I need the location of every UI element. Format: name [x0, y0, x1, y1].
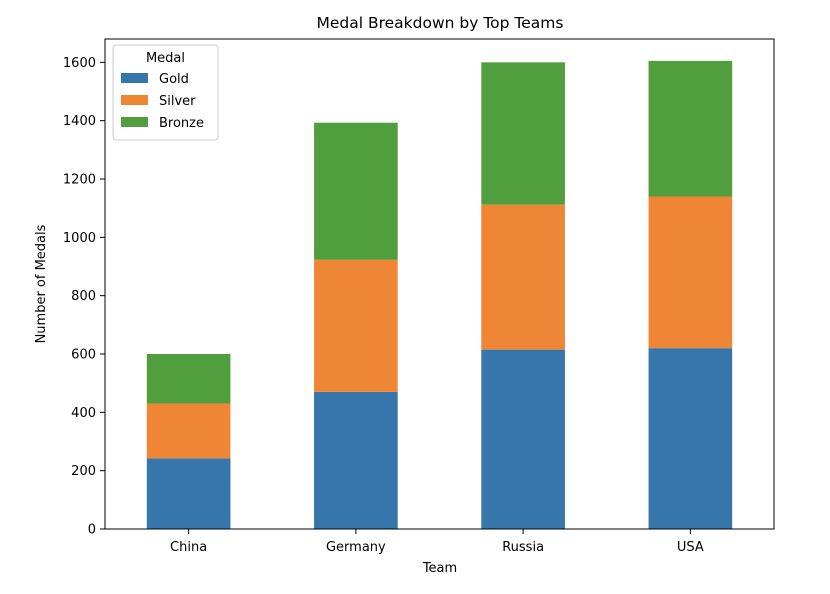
x-axis-label: Team — [422, 561, 457, 576]
x-axis: China Germany Russia USA — [170, 529, 704, 555]
x-tick-label-germany: Germany — [326, 540, 386, 555]
legend: Medal Gold Silver Bronze — [112, 44, 219, 141]
legend-label-silver: Silver — [159, 94, 196, 109]
legend-swatch-silver — [121, 95, 148, 105]
bar-usa-gold — [648, 348, 733, 529]
bar-germany-bronze — [314, 122, 398, 260]
bar-china-bronze — [146, 354, 231, 404]
legend-swatch-bronze — [121, 117, 148, 127]
x-tick-label-china: China — [170, 540, 207, 555]
legend-label-gold: Gold — [159, 72, 189, 87]
bar-russia-bronze — [481, 62, 565, 205]
legend-title: Medal — [146, 51, 185, 66]
x-tick-label-usa: USA — [677, 540, 704, 555]
bar-china-silver — [146, 403, 231, 459]
bar-russia-silver — [481, 204, 565, 350]
legend-box — [112, 44, 219, 141]
bar-usa-bronze — [648, 60, 733, 197]
bar-china-gold — [146, 458, 231, 529]
y-axis: 0 200 400 600 800 1000 1200 1400 1600 — [63, 56, 105, 538]
legend-label-bronze: Bronze — [159, 116, 204, 131]
y-tick-label: 0 — [88, 523, 96, 538]
y-tick-label: 600 — [71, 348, 96, 363]
bar-russia-gold — [481, 349, 565, 529]
y-tick-label: 800 — [71, 289, 96, 304]
y-tick-label: 1000 — [63, 231, 96, 246]
plot-frame — [104, 38, 775, 530]
y-tick-label: 1600 — [63, 56, 96, 71]
y-tick-label: 200 — [71, 464, 96, 479]
y-tick-label: 1200 — [63, 173, 96, 188]
legend-swatch-gold — [121, 73, 148, 83]
chart-title: Medal Breakdown by Top Teams — [317, 14, 564, 32]
x-tick-label-russia: Russia — [502, 540, 544, 555]
bar-usa-silver — [648, 196, 733, 349]
bar-germany-gold — [314, 391, 398, 529]
y-tick-label: 400 — [71, 406, 96, 421]
y-axis-label: Number of Medals — [34, 224, 49, 343]
bar-germany-silver — [314, 259, 398, 392]
bars-group — [146, 60, 733, 529]
y-tick-label: 1400 — [63, 114, 96, 129]
